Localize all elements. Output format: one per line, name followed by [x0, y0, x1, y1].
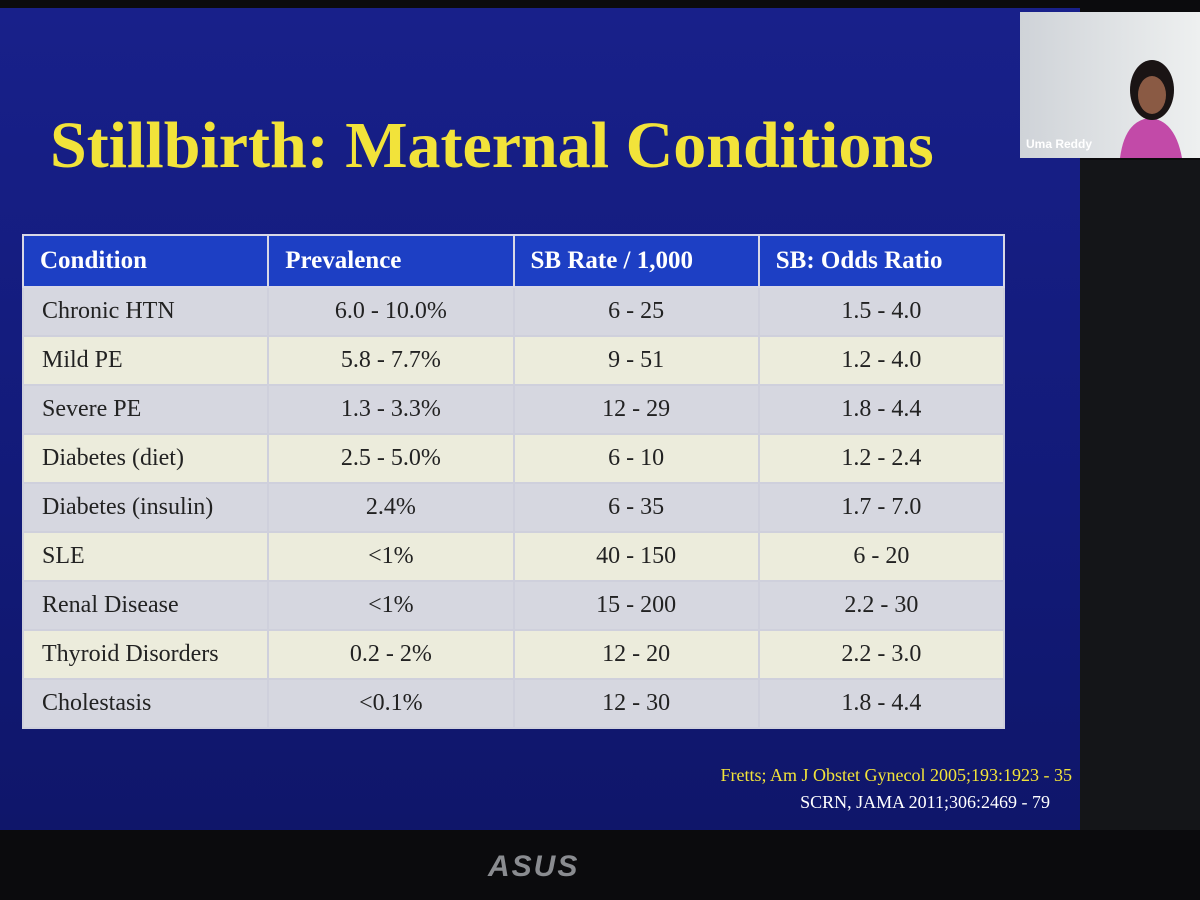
table-cell: 9 - 51	[512, 335, 760, 386]
table-row: SLE <1% 40 - 150 6 - 20	[21, 531, 1006, 582]
table-cell: 40 - 150	[512, 531, 760, 582]
table-cell: 6 - 10	[512, 433, 760, 484]
table-row: Diabetes (insulin) 2.4% 6 - 35 1.7 - 7.0	[21, 482, 1006, 533]
participant-name: Uma Reddy	[1026, 137, 1093, 151]
table-cell: <1%	[267, 580, 515, 631]
table-cell: 6 - 35	[512, 482, 760, 533]
header-cell: Prevalence	[267, 234, 515, 288]
table-cell: 1.3 - 3.3%	[267, 384, 515, 435]
table-cell: <0.1%	[267, 678, 515, 729]
table-cell: 15 - 200	[512, 580, 760, 631]
conditions-table: Condition Prevalence SB Rate / 1,000 SB: Od…	[21, 234, 1006, 729]
table-cell: 2.2 - 3.0	[757, 629, 1006, 680]
table-row: Cholestasis <0.1% 12 - 30 1.8 - 4.4	[21, 678, 1006, 729]
monitor-brand: ASUS	[488, 850, 580, 883]
table-cell: 1.7 - 7.0	[757, 482, 1006, 533]
table-row: Mild PE 5.8 - 7.7% 9 - 51 1.2 - 4.0	[21, 335, 1006, 386]
table-cell: 1.5 - 4.0	[757, 286, 1006, 337]
table-cell: Diabetes (insulin)	[21, 482, 270, 533]
citation: SCRN, JAMA 2011;306:2469 - 79	[800, 792, 1050, 812]
table-body: Chronic HTN 6.0 - 10.0% 6 - 25 1.5 - 4.0 Mil…	[21, 286, 1006, 729]
table-cell: <1%	[267, 531, 515, 582]
table-cell: 1.8 - 4.4	[757, 678, 1006, 729]
table-cell: Chronic HTN	[21, 286, 270, 337]
table-cell: 12 - 20	[512, 629, 760, 680]
table-cell: 1.2 - 2.4	[757, 433, 1006, 484]
table-row: Chronic HTN 6.0 - 10.0% 6 - 25 1.5 - 4.0	[21, 286, 1006, 337]
table-cell: Severe PE	[21, 384, 270, 435]
table-cell: Diabetes (diet)	[21, 433, 270, 484]
table-cell: 6 - 25	[512, 286, 760, 337]
participant-image	[1120, 60, 1182, 158]
table-row: Thyroid Disorders 0.2 - 2% 12 - 20 2.2 - 3.…	[21, 629, 1006, 680]
table-cell: 6 - 20	[757, 531, 1006, 582]
table-row: Renal Disease <1% 15 - 200 2.2 - 30	[21, 580, 1006, 631]
table-cell: 12 - 30	[512, 678, 760, 729]
table-cell: 1.2 - 4.0	[757, 335, 1006, 386]
table-cell: 2.2 - 30	[757, 580, 1006, 631]
table-cell: SLE	[21, 531, 270, 582]
table-cell: Thyroid Disorders	[21, 629, 270, 680]
table-cell: Cholestasis	[21, 678, 270, 729]
header-cell: SB Rate / 1,000	[512, 234, 760, 288]
header-row: Condition Prevalence SB Rate / 1,000 SB: Od…	[21, 234, 1006, 288]
table-row: Severe PE 1.3 - 3.3% 12 - 29 1.8 - 4.4	[21, 384, 1006, 435]
table-row: Diabetes (diet) 2.5 - 5.0% 6 - 10 1.2 - 2.4	[21, 433, 1006, 484]
table-cell: 0.2 - 2%	[267, 629, 515, 680]
table-cell: 2.5 - 5.0%	[267, 433, 515, 484]
table-cell: 5.8 - 7.7%	[267, 335, 515, 386]
slide-title: Stillbirth: Maternal Conditions	[50, 109, 934, 182]
table-cell: Renal Disease	[21, 580, 270, 631]
table-cell: 6.0 - 10.0%	[267, 286, 515, 337]
table-cell: Mild PE	[21, 335, 270, 386]
desktop-area	[1080, 160, 1200, 830]
header-cell: Condition	[21, 234, 270, 288]
header-cell: SB: Odds Ratio	[757, 234, 1006, 288]
citation: Fretts; Am J Obstet Gynecol 2005;193:192…	[720, 765, 1072, 785]
table-cell: 12 - 29	[512, 384, 760, 435]
table-cell: 1.8 - 4.4	[757, 384, 1006, 435]
table-cell: 2.4%	[267, 482, 515, 533]
